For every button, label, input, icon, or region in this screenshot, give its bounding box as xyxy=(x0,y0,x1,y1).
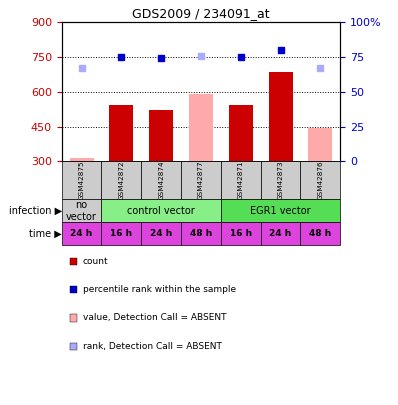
Text: GSM42872: GSM42872 xyxy=(118,161,125,200)
Text: control vector: control vector xyxy=(127,206,195,216)
Text: rank, Detection Call = ABSENT: rank, Detection Call = ABSENT xyxy=(83,342,222,351)
Bar xyxy=(221,162,261,199)
Text: EGR1 vector: EGR1 vector xyxy=(250,206,311,216)
Bar xyxy=(261,162,300,199)
Text: value, Detection Call = ABSENT: value, Detection Call = ABSENT xyxy=(83,313,226,322)
Text: infection ▶: infection ▶ xyxy=(9,206,62,216)
Bar xyxy=(109,104,133,162)
Text: 24 h: 24 h xyxy=(70,229,93,238)
Title: GDS2009 / 234091_at: GDS2009 / 234091_at xyxy=(132,7,270,20)
Text: 24 h: 24 h xyxy=(269,229,292,238)
Bar xyxy=(62,222,101,245)
Text: GSM42875: GSM42875 xyxy=(78,161,85,200)
Bar xyxy=(149,111,173,162)
Text: GSM42874: GSM42874 xyxy=(158,161,164,200)
Bar xyxy=(189,94,213,162)
Text: 24 h: 24 h xyxy=(150,229,172,238)
Bar xyxy=(181,222,221,245)
Text: 16 h: 16 h xyxy=(230,229,252,238)
Bar xyxy=(101,222,141,245)
Bar xyxy=(62,199,101,222)
Text: no
vector: no vector xyxy=(66,200,97,222)
Text: time ▶: time ▶ xyxy=(29,229,62,239)
Bar xyxy=(300,222,340,245)
Text: GSM42873: GSM42873 xyxy=(277,161,284,200)
Bar xyxy=(70,158,94,162)
Bar xyxy=(101,162,141,199)
Bar xyxy=(269,72,293,162)
Text: GSM42877: GSM42877 xyxy=(198,161,204,200)
Bar xyxy=(62,162,101,199)
Bar xyxy=(181,162,221,199)
Bar xyxy=(308,128,332,162)
Text: GSM42871: GSM42871 xyxy=(238,161,244,200)
Bar xyxy=(229,104,253,162)
Text: 16 h: 16 h xyxy=(110,229,133,238)
Bar xyxy=(221,222,261,245)
Text: 48 h: 48 h xyxy=(190,229,212,238)
Text: 48 h: 48 h xyxy=(309,229,332,238)
Bar xyxy=(141,162,181,199)
Text: GSM42876: GSM42876 xyxy=(317,161,324,200)
Text: count: count xyxy=(83,257,108,266)
Text: percentile rank within the sample: percentile rank within the sample xyxy=(83,285,236,294)
Bar xyxy=(141,222,181,245)
Bar xyxy=(300,162,340,199)
Bar xyxy=(261,222,300,245)
Bar xyxy=(221,199,340,222)
Bar xyxy=(101,199,221,222)
